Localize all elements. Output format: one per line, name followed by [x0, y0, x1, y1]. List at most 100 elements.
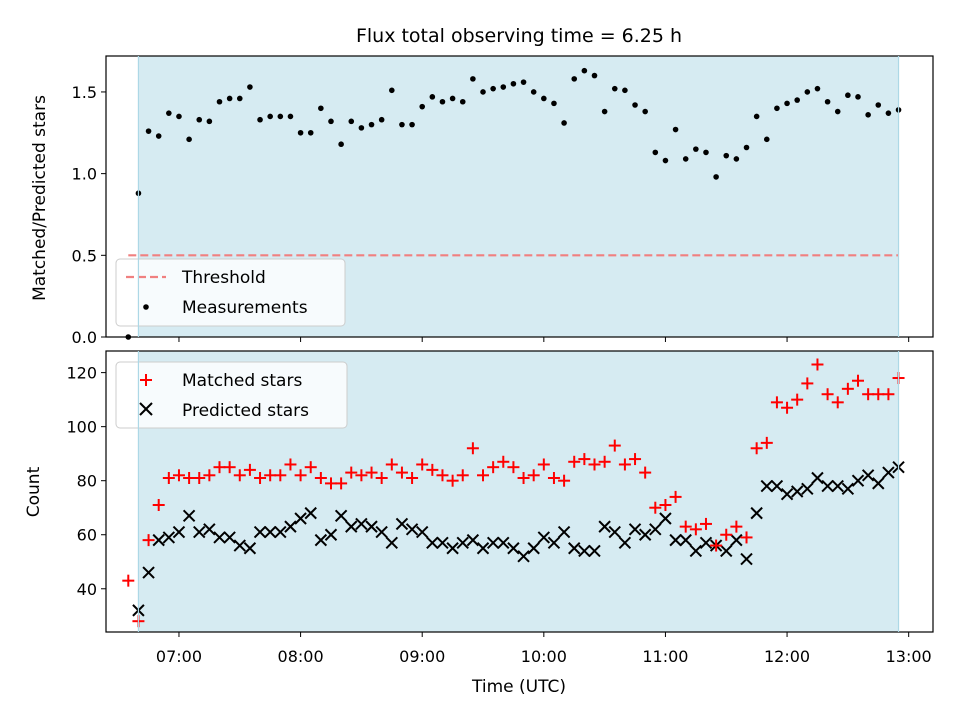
predicted-star-point	[314, 533, 328, 547]
measurement-point	[449, 95, 456, 102]
measurement-point	[713, 174, 719, 180]
matched-star-point	[811, 358, 824, 371]
matched-stars-points	[122, 358, 905, 628]
matched-star-point	[770, 396, 783, 409]
matched-star-point	[355, 469, 368, 482]
chart-title: Flux total observing time = 6.25 h	[356, 25, 682, 47]
matched-star-point	[152, 499, 165, 512]
predicted-star-point	[476, 542, 490, 555]
bottom-y-ticks: 40 60 80 100 120	[66, 364, 106, 599]
bottom-legend: Matched stars Predicted stars	[115, 361, 348, 429]
measurement-point	[510, 80, 517, 87]
matched-star-point	[213, 461, 226, 474]
measurement-point	[439, 98, 446, 105]
measurement-point	[378, 116, 385, 123]
top-legend: Threshold Measurements	[115, 258, 346, 327]
measurement-point	[470, 76, 476, 82]
predicted-star-point	[426, 536, 439, 550]
matched-star-point	[406, 471, 419, 484]
matched-star-point	[314, 471, 327, 484]
matched-star-point	[679, 520, 692, 533]
predicted-star-point	[659, 512, 672, 525]
measurement-point	[794, 97, 800, 103]
matched-star-point	[659, 499, 672, 512]
predicted-star-point	[517, 550, 530, 563]
measurement-point	[247, 84, 253, 90]
measurement-point	[581, 67, 588, 74]
matched-star-point	[841, 382, 854, 395]
matched-star-point	[629, 453, 642, 466]
predicted-star-point	[669, 533, 682, 547]
measurement-point	[885, 110, 892, 116]
x-tick-label: 08:00	[278, 647, 324, 666]
measurement-point	[571, 76, 578, 82]
measurement-point	[530, 89, 537, 95]
matched-star-point	[456, 469, 469, 482]
predicted-star-point	[598, 520, 611, 533]
predicted-star-point	[405, 523, 419, 536]
measurement-point	[267, 113, 273, 120]
predicted-star-point	[841, 482, 855, 496]
predicted-star-point	[385, 536, 399, 550]
y-tick-label: 0.0	[72, 328, 97, 347]
predicted-star-point	[304, 506, 317, 520]
matched-star-point	[608, 439, 621, 452]
y-tick-label: 1.0	[72, 165, 97, 184]
measurement-point	[368, 121, 375, 128]
matched-star-point	[598, 455, 611, 468]
matched-star-point	[669, 490, 682, 503]
matched-star-point	[862, 388, 875, 401]
measurement-point	[358, 125, 365, 131]
predicted-star-point	[213, 531, 226, 544]
predicted-star-point	[263, 525, 277, 539]
y-tick-label: 40	[77, 580, 97, 599]
predicted-star-point	[243, 542, 257, 555]
predicted-star-point	[770, 479, 784, 493]
predicted-star-point	[324, 528, 338, 541]
predicted-star-point	[740, 552, 753, 566]
predicted-star-point	[182, 509, 196, 523]
matched-star-point	[446, 474, 459, 487]
bottom-y-axis-label: Count	[24, 466, 44, 517]
predicted-star-point	[355, 517, 368, 531]
predicted-star-point	[365, 520, 378, 533]
top-y-axis-label: Matched/Predicted stars	[30, 95, 50, 301]
matched-star-point	[365, 466, 378, 479]
measurement-point	[784, 100, 790, 107]
matched-star-point	[193, 471, 206, 484]
matched-star-point	[304, 461, 317, 474]
measurement-point	[500, 84, 507, 90]
measurement-point	[196, 116, 203, 123]
predicted-star-point	[253, 525, 267, 539]
matched-star-point	[710, 539, 723, 552]
measurement-point	[419, 103, 426, 110]
measurement-point	[763, 136, 770, 143]
y-tick-label: 1.5	[72, 83, 97, 102]
x-tick-label: 11:00	[642, 647, 688, 666]
y-tick-label: 80	[77, 472, 97, 491]
matched-star-point	[142, 534, 155, 547]
matched-star-point	[466, 442, 479, 455]
measurement-point	[855, 94, 861, 100]
predicted-star-point	[588, 544, 601, 558]
measurement-point	[338, 141, 344, 148]
top-x-ticks	[178, 337, 910, 342]
matched-star-point	[497, 455, 510, 468]
matched-star-point	[183, 471, 196, 484]
matched-star-point	[395, 466, 408, 479]
y-tick-label: 60	[77, 526, 97, 545]
matched-star-point	[243, 463, 256, 476]
bottom-legend-box	[115, 361, 348, 429]
y-tick-label: 100	[66, 418, 97, 437]
measurement-point	[845, 92, 851, 99]
measurement-point	[409, 121, 415, 128]
predicted-star-point	[831, 479, 844, 493]
matched-star-point	[750, 442, 763, 455]
measurement-point	[622, 87, 628, 94]
measurement-point	[520, 79, 527, 85]
matched-star-point	[507, 461, 520, 474]
predicted-star-point	[284, 520, 297, 533]
x-axis-label: Time (UTC)	[471, 677, 566, 697]
predicted-stars-legend-swatch	[139, 402, 153, 416]
